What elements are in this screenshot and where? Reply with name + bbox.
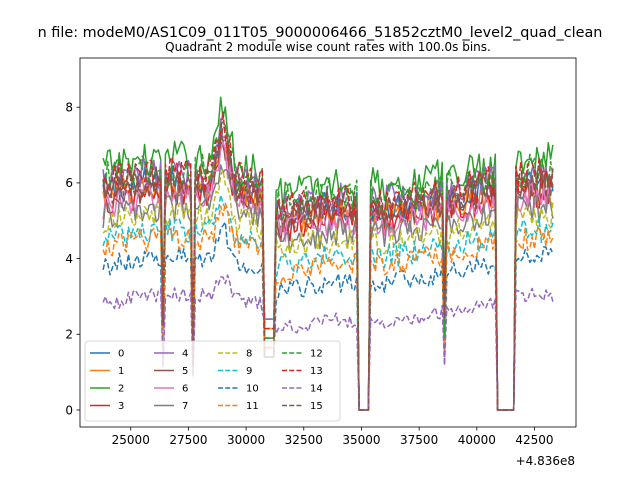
legend-label-15: 15 [310, 401, 323, 412]
series-lines [102, 96, 554, 411]
x-tick-label: 30000 [227, 433, 265, 447]
legend-label-5: 5 [182, 366, 188, 377]
x-tick-label: 42500 [515, 433, 553, 447]
x-tick-label: 37500 [400, 433, 438, 447]
chart-suptitle: n file: modeM0/AS1C09_011T05_9000006466_… [38, 25, 603, 41]
legend-label-11: 11 [246, 401, 259, 412]
legend-label-9: 9 [246, 366, 252, 377]
series-line-2 [102, 96, 554, 411]
legend-label-8: 8 [246, 349, 252, 360]
legend-label-6: 6 [182, 384, 188, 395]
x-tick-label: 32500 [285, 433, 323, 447]
series-line-15 [102, 125, 554, 411]
legend-label-3: 3 [118, 401, 124, 412]
x-tick-label: 35000 [342, 433, 380, 447]
legend-label-12: 12 [310, 349, 323, 360]
series-line-10 [102, 221, 554, 411]
series-line-7 [102, 164, 554, 411]
chart-title: Quadrant 2 module wise count rates with … [165, 40, 491, 54]
x-offset-label: +4.836e8 [516, 454, 575, 468]
legend-label-10: 10 [246, 384, 259, 395]
x-tick-label: 25000 [112, 433, 150, 447]
y-tick-label: 6 [65, 176, 73, 190]
legend-label-14: 14 [310, 384, 323, 395]
legend-label-2: 2 [118, 384, 124, 395]
x-tick-label: 40000 [458, 433, 496, 447]
y-tick-label: 0 [65, 403, 73, 417]
series-line-8 [102, 169, 554, 411]
plot-frame [79, 57, 577, 428]
y-tick-label: 8 [65, 101, 73, 115]
axes: 25000 27500 30000 32500 35000 37500 40000 42500… [65, 101, 553, 448]
series-line-11 [102, 202, 554, 411]
legend-box [84, 340, 341, 422]
legend-label-4: 4 [182, 349, 188, 360]
legend-label-0: 0 [118, 349, 124, 360]
y-tick-label: 4 [65, 252, 73, 266]
x-tick-label: 27500 [169, 433, 207, 447]
legend-label-1: 1 [118, 366, 124, 377]
y-tick-label: 2 [65, 328, 73, 342]
series-line-13 [102, 111, 554, 411]
legend-label-13: 13 [310, 366, 323, 377]
legend-label-7: 7 [182, 401, 188, 412]
